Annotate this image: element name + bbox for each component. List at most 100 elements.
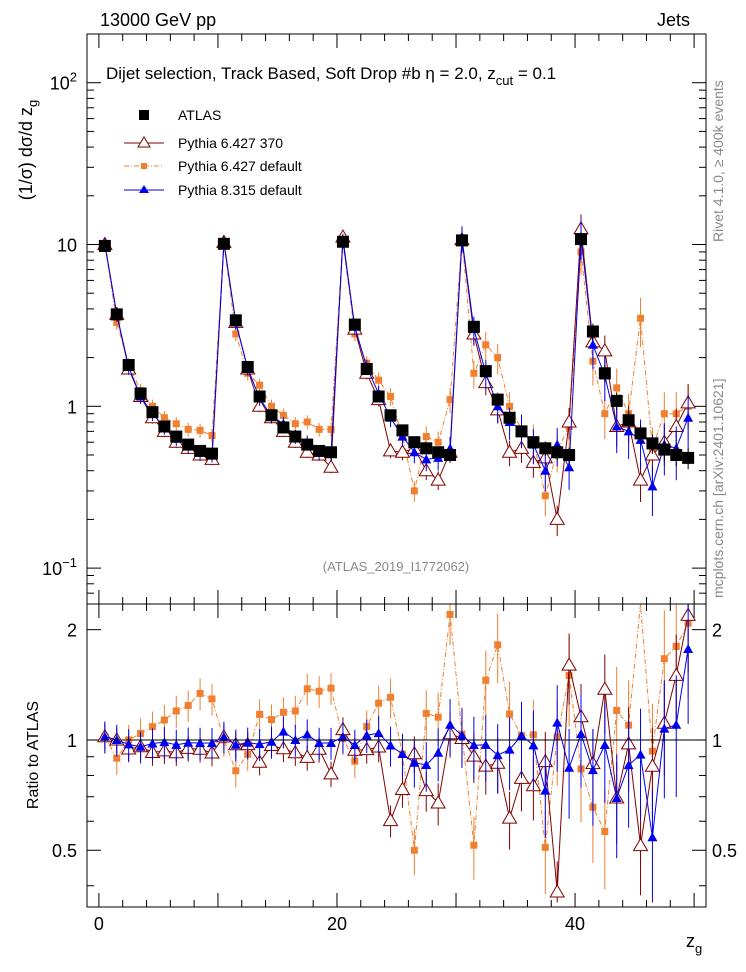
main-point (348, 318, 361, 331)
main-point (301, 438, 314, 451)
main-point (396, 424, 409, 437)
main-point (158, 420, 171, 433)
ratio-tick-label: 1 (67, 731, 77, 751)
x-axis-label: zg (686, 931, 702, 956)
ratio-point (113, 754, 121, 762)
x-tick-label: 0 (94, 914, 104, 934)
ratio-point (433, 747, 444, 757)
ratio-point (361, 730, 372, 740)
main-point (575, 233, 588, 246)
ratio-point (326, 738, 337, 748)
main-point (217, 237, 230, 250)
ratio-point (184, 702, 192, 710)
ratio-point (410, 846, 418, 854)
ratio-point (232, 767, 240, 775)
ratio-point (528, 740, 539, 750)
ratio-point (266, 736, 277, 746)
main-point (494, 354, 502, 362)
main-point (634, 427, 647, 440)
main-point (299, 444, 316, 458)
ratio-point (632, 837, 649, 852)
ratio-point (456, 730, 467, 740)
main-point (683, 412, 694, 422)
main-point (598, 367, 611, 380)
legend-label-py8-default: Pythia 8.315 default (178, 182, 302, 198)
ratio-frame (86, 603, 707, 908)
ratio-point (552, 717, 563, 727)
main-point (160, 414, 168, 422)
ratio-point (254, 739, 265, 749)
ratio-point (323, 765, 339, 780)
main-point (372, 390, 385, 403)
main-point (430, 472, 447, 486)
ratio-point (299, 749, 316, 763)
ratio-point (644, 758, 661, 772)
ratio-point (421, 759, 432, 769)
ratio-point (446, 610, 454, 618)
main-point (563, 449, 576, 462)
ratio-point (148, 723, 156, 731)
ratio-point (394, 781, 411, 796)
ratio-point (160, 716, 168, 724)
ratio-point (337, 731, 348, 741)
main-point (434, 438, 442, 446)
ratio-point (135, 741, 146, 751)
ratio-point (549, 884, 566, 898)
ratio-point (623, 760, 634, 770)
ratio-point (251, 754, 268, 768)
main-point (268, 402, 276, 410)
ratio-point (501, 810, 518, 824)
main-point (410, 487, 418, 495)
main-point (387, 392, 395, 400)
legend-marker-py6-370 (137, 136, 151, 148)
main-point (229, 314, 242, 327)
ratio-point (218, 731, 229, 741)
ratio-point (302, 729, 313, 739)
main-point (637, 314, 645, 322)
ratio-point (601, 828, 609, 836)
mcplots-label: mcplots.cern.ch [arXiv:2401.10621] (710, 379, 726, 598)
main-point (541, 492, 549, 500)
ratio-point (541, 843, 549, 851)
legend-marker-py8-default (139, 185, 149, 193)
ratio-point (564, 762, 575, 772)
main-point (610, 394, 623, 407)
main-point (279, 411, 287, 419)
legend-label-atlas: ATLAS (178, 107, 221, 123)
ratio-point (540, 785, 551, 795)
ratio-point (422, 709, 430, 717)
main-point (444, 449, 457, 462)
ratio-point (445, 719, 456, 729)
ratio-point (611, 792, 622, 802)
ratio-point (375, 699, 383, 707)
main-point (613, 384, 621, 392)
ratio-point (387, 693, 395, 701)
main-point (670, 449, 683, 462)
ratio-point (430, 794, 447, 809)
ratio-point (303, 685, 311, 693)
main-point (134, 387, 147, 400)
ratio-tick-label: 2 (67, 621, 77, 641)
ratio-point (470, 841, 478, 849)
main-point (182, 438, 195, 451)
main-point (241, 360, 254, 373)
main-point (303, 418, 311, 426)
main-point (622, 414, 635, 427)
plot-title-main: Dijet selection, Track Based, Soft Drop … (106, 64, 496, 83)
ratio-point (587, 765, 598, 775)
main-point (611, 421, 622, 431)
y-axis-label-sub: g (25, 100, 40, 107)
main-point (170, 430, 183, 443)
ratio-point (208, 695, 216, 703)
ratio-point (482, 676, 490, 684)
ratio-point (349, 740, 360, 750)
main-point (409, 447, 420, 457)
main-point (253, 390, 266, 403)
main-point (277, 421, 290, 434)
main-point (336, 235, 349, 248)
series-line-ratio (104, 603, 689, 851)
main-point (421, 454, 432, 464)
y-tick-label: 10 (57, 236, 77, 256)
main-point (408, 436, 421, 449)
ratio-point (279, 708, 287, 716)
